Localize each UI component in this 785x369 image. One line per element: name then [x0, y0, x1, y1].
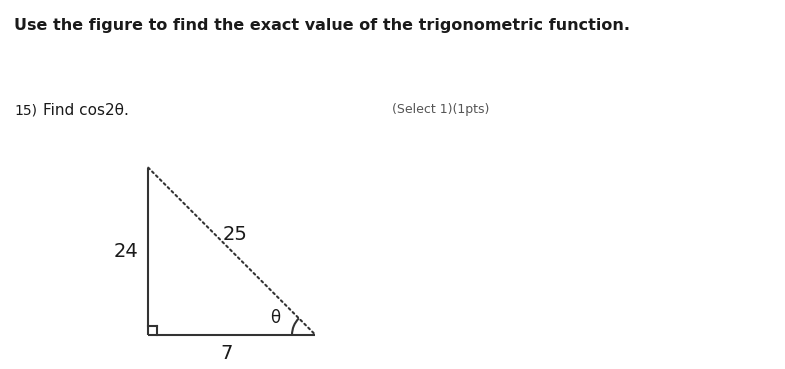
Text: 7: 7 [221, 344, 233, 363]
Text: 24: 24 [114, 242, 139, 261]
Text: Find cos2θ.: Find cos2θ. [43, 103, 129, 118]
Text: 15): 15) [14, 103, 37, 117]
Text: (Select 1)(1pts): (Select 1)(1pts) [392, 103, 490, 116]
Text: Use the figure to find the exact value of the trigonometric function.: Use the figure to find the exact value o… [14, 18, 630, 34]
Text: 25: 25 [223, 225, 247, 244]
Text: θ: θ [270, 309, 280, 327]
